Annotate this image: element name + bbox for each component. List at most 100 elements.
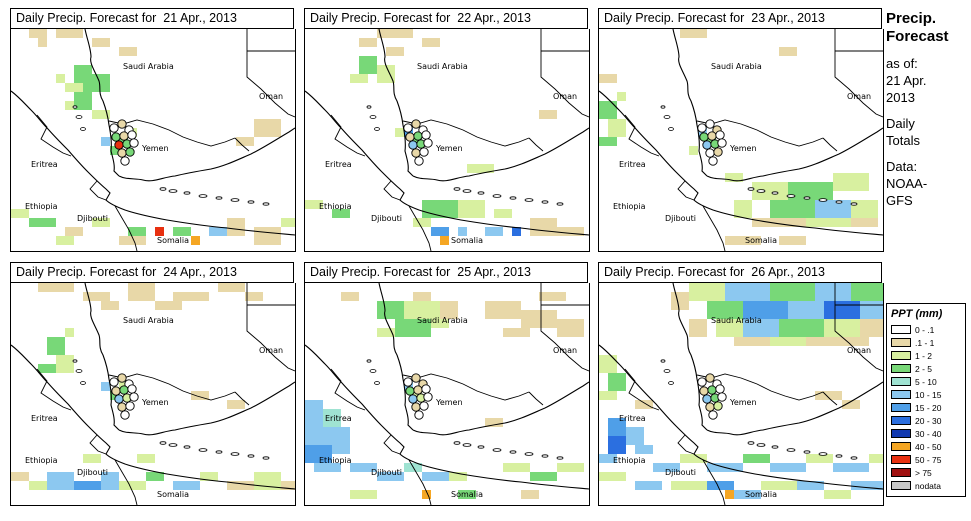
precip-cell (56, 29, 83, 38)
island (366, 359, 372, 363)
legend-swatch (891, 325, 911, 334)
precip-cell (359, 56, 377, 74)
precip-cell (734, 337, 770, 346)
precip-cell (38, 283, 74, 292)
precip-cell (707, 301, 743, 319)
precip-cell (467, 164, 494, 173)
precip-cell (305, 400, 323, 418)
island (369, 369, 377, 373)
precip-cell (422, 38, 440, 47)
precip-cell (530, 472, 557, 481)
station-marker (717, 392, 727, 402)
precip-cell (56, 355, 74, 373)
precip-cell (155, 227, 164, 236)
border-path (677, 180, 695, 201)
border-path (36, 368, 72, 411)
border-path (702, 459, 726, 505)
precip-cell (599, 137, 617, 146)
precip-cell (332, 209, 350, 218)
island (75, 115, 83, 119)
country-label: Yemen (729, 144, 757, 153)
station-marker (708, 410, 718, 420)
precip-cell (101, 137, 110, 146)
precip-cell (725, 236, 761, 245)
island (818, 198, 828, 202)
precip-cell (101, 472, 119, 490)
precip-cell (11, 472, 29, 481)
precip-cell (386, 47, 404, 56)
border-path (624, 368, 660, 411)
station-marker (707, 131, 717, 141)
border-path (696, 373, 824, 401)
border-path (89, 180, 107, 201)
precip-cell (608, 119, 626, 137)
station-marker (109, 377, 119, 387)
legend-label: 1 - 2 (915, 350, 933, 361)
precip-cell (191, 391, 209, 400)
island (786, 194, 796, 198)
legend-label: 20 - 30 (915, 415, 942, 426)
station-marker (117, 119, 127, 129)
island (668, 381, 674, 385)
precip-cell (770, 463, 806, 472)
totals-line2: Totals (886, 133, 920, 148)
precip-cell (422, 472, 449, 481)
island (509, 196, 517, 200)
precip-cell (689, 319, 707, 337)
station-marker (702, 394, 712, 404)
precip-cell (377, 301, 404, 319)
precip-cell (788, 182, 833, 200)
country-label: Oman (259, 92, 283, 101)
precip-cell (227, 218, 245, 236)
precip-cell (626, 427, 644, 445)
precip-cell (752, 218, 806, 227)
precip-cell (110, 391, 119, 400)
precip-cell (806, 218, 851, 227)
precip-cell (530, 218, 557, 236)
station-marker (125, 401, 135, 411)
island (541, 200, 549, 204)
precip-cell (74, 481, 101, 490)
precip-cell (218, 283, 245, 292)
precip-cell (458, 490, 476, 499)
island (803, 196, 811, 200)
precip-cell (29, 481, 47, 490)
island (453, 441, 461, 445)
island (492, 448, 502, 452)
island (366, 105, 372, 109)
panel-title: Daily Precip. Forecast for 25 Apr., 2013 (304, 262, 588, 283)
island (771, 445, 779, 449)
island (541, 454, 549, 458)
precip-cell (404, 301, 440, 319)
precip-cell (671, 481, 707, 490)
precip-cell (254, 119, 281, 137)
island (663, 115, 671, 119)
coastline-path (11, 344, 295, 490)
station-marker (403, 123, 413, 133)
precip-cell (119, 47, 137, 56)
island (159, 441, 167, 445)
precip-cell (770, 200, 815, 218)
legend-swatch (891, 377, 911, 386)
border-path (330, 368, 366, 411)
precip-cell (377, 29, 413, 38)
precip-cell (689, 146, 698, 155)
precip-cell (281, 481, 295, 490)
precip-cell (842, 400, 860, 409)
precip-cell (395, 128, 404, 137)
legend-item: 50 - 75 (891, 453, 961, 466)
coastline-path (378, 283, 414, 431)
country-label: Saudi Arabia (417, 62, 468, 71)
station-marker (403, 377, 413, 387)
border-path (834, 29, 883, 118)
legend-item: 15 - 20 (891, 401, 961, 414)
country-label: Somalia (451, 236, 483, 245)
station-marker (119, 385, 129, 395)
coastline-path (84, 283, 120, 431)
precip-cell (824, 490, 851, 499)
station-marker (717, 138, 727, 148)
precip-cell (725, 490, 734, 499)
precip-cell (101, 382, 110, 391)
legend-swatch (891, 390, 911, 399)
precip-cell (608, 436, 626, 454)
